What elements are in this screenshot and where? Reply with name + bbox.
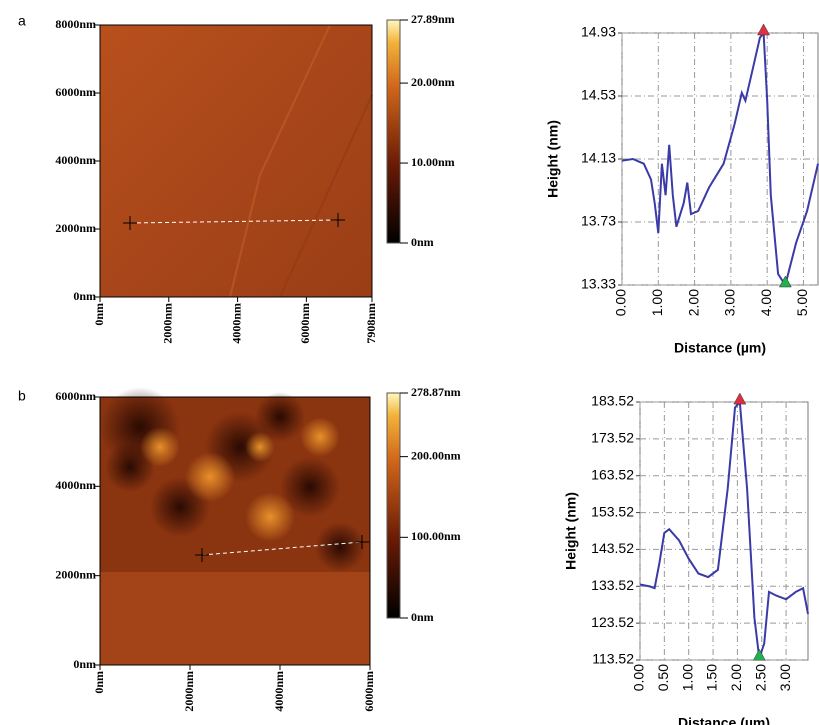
colorbar-tick-label: 0nm [411,610,434,624]
x-axis-label: Distance (µm) [674,340,766,356]
texture [280,457,340,517]
colorbar-tick-label: 0nm [411,235,434,249]
colorbar-tick-label: 27.89nm [411,12,455,26]
x-tick-label: 4000nm [229,303,243,344]
panels: a 0nm 2000nm 4000nm 6000nm 7908nm 0nm 2000nm 400… [18,12,819,725]
y-tick-label: 14.53 [581,87,616,103]
profile-line [639,399,809,659]
cross-section [201,541,363,556]
x-tick-label: 4000nm [272,671,286,712]
texture [315,522,365,572]
texture [245,492,295,542]
y-tick-label: 8000nm [55,17,96,31]
cross-marker [355,535,369,549]
y-tick-label: 2000nm [55,221,96,235]
x-tick-label: 1.00 [679,664,695,691]
y-tick-label: 13.33 [581,276,616,292]
y-tick-label: 0nm [73,657,96,671]
x-tick-label: 6000nm [362,671,376,712]
y-tick-label: 163.52 [591,466,634,482]
x-tick-label: 2.00 [685,289,701,316]
texture [245,432,275,462]
colorbar-tick-label: 10.00nm [411,155,455,169]
x-tick-label: 2.50 [752,664,768,691]
y-tick-label: 2000nm [55,567,96,581]
min-marker [778,275,792,288]
colorbar [386,19,401,244]
y-tick-label: 143.52 [591,540,634,556]
x-tick-label: 0nm [92,671,106,694]
y-axis-label: Height (nm) [545,120,561,198]
x-tick-label: 2000nm [161,303,175,344]
x-tick-label: 1.00 [649,289,665,316]
y-tick-label: 4000nm [55,153,96,167]
afm-image [100,25,372,297]
y-tick-label: 133.52 [591,577,634,593]
x-tick-label: 6000nm [298,303,312,344]
cross-marker [195,548,209,562]
colorbar-tick-label: 200.00nm [411,448,461,462]
x-tick-label: 0.00 [613,289,629,316]
x-tick-label: 3.00 [777,664,793,691]
x-tick-label: 2.00 [728,664,744,691]
y-tick-label: 123.52 [591,614,634,630]
x-tick-label: 0.50 [655,664,671,691]
min-marker [752,648,766,661]
y-tick-label: 14.13 [581,150,616,166]
profile-line [621,30,819,288]
panel-label: a [18,13,26,29]
texture [255,392,305,442]
y-tick-label: 14.93 [581,24,616,40]
x-tick-label: 4.00 [758,289,774,316]
cross-marker [123,216,137,230]
terrace-step [229,24,331,298]
max-marker [757,23,770,36]
y-tick-label: 6000nm [55,389,96,403]
x-tick-label: 5.00 [794,289,810,316]
x-tick-label: 2000nm [182,671,196,712]
x-tick-label: 0nm [92,303,106,326]
colorbar [386,392,401,619]
max-marker [733,392,747,405]
x-tick-label: 7908nm [364,303,378,344]
texture [300,417,340,457]
x-tick-label: 3.00 [722,289,738,316]
y-tick-label: 4000nm [55,478,96,492]
texture [140,427,180,467]
y-axis-label: Height (nm) [563,492,579,570]
colorbar-tick-label: 20.00nm [411,75,455,89]
terrace-step [279,94,373,298]
y-tick-label: 6000nm [55,85,96,99]
colorbar-tick-label: 100.00nm [411,529,461,543]
texture [185,452,235,502]
substrate [100,572,370,665]
y-tick-label: 173.52 [591,430,634,446]
x-tick-label: 1.50 [704,664,720,691]
panel-label: b [18,388,26,404]
y-tick-label: 113.52 [592,651,634,667]
x-tick-label: 0.00 [631,664,647,691]
y-tick-label: 183.52 [591,393,634,409]
cross-marker [331,213,345,227]
y-tick-label: 0nm [73,289,96,303]
y-tick-label: 13.73 [581,213,616,229]
y-tick-label: 153.52 [591,503,634,519]
colorbar-tick-label: 278.87nm [411,385,461,399]
x-axis-label: Distance (µm) [678,715,770,725]
image-frame [99,396,371,666]
